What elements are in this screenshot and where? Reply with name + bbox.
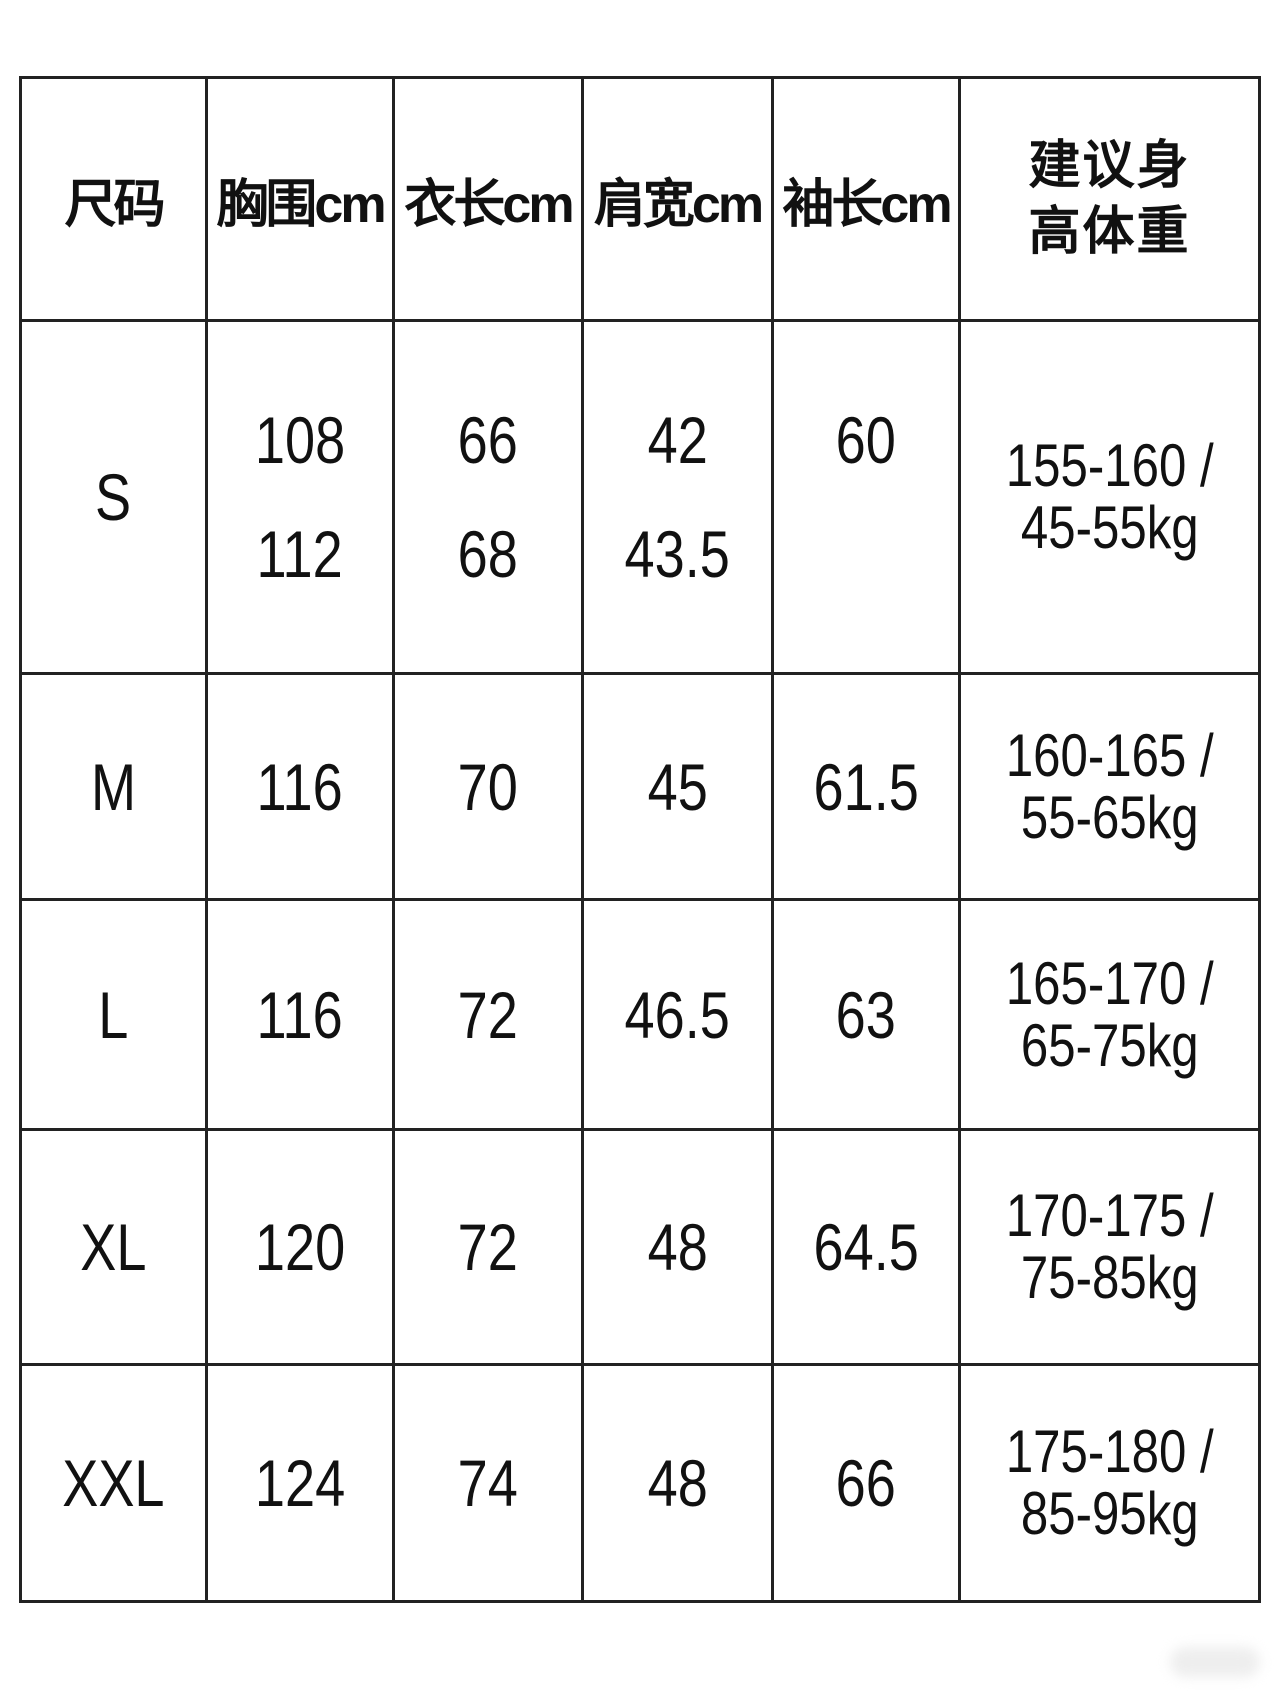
length-cell: 72 — [392, 1128, 584, 1366]
shoulder-cell: 42 43.5 — [581, 319, 774, 675]
size-cell: XXL — [19, 1363, 208, 1603]
size-label: S — [95, 460, 132, 534]
weight-range: 85-95kg — [1020, 1480, 1199, 1547]
chest-cell: 108 112 — [205, 319, 395, 675]
length-value: 72 — [457, 1210, 519, 1284]
height-range: 170-175 / — [1005, 1182, 1214, 1249]
table-row: XXL 124 74 48 66 175-180 /85-95kg — [19, 1363, 1261, 1603]
length-value: 72 — [457, 977, 519, 1052]
sleeve-cell: 66 — [771, 1363, 961, 1603]
height-range: 165-170 / — [1005, 949, 1214, 1017]
header-chest: 胸围cm — [205, 76, 395, 322]
size-label: M — [90, 749, 137, 824]
sleeve-value: 64.5 — [813, 1210, 919, 1284]
length-cell: 66 68 — [392, 319, 584, 675]
length-cell: 72 — [392, 898, 584, 1131]
size-chart-table: 尺码 胸围cm 衣长cm 肩宽cm 袖长cm 建议身 高体重 S 108 112 66… — [19, 76, 1261, 1603]
shoulder-cell: 45 — [581, 672, 774, 901]
weight-range: 55-65kg — [1020, 783, 1199, 851]
size-cell: M — [19, 672, 208, 901]
table-row: XL 120 72 48 64.5 170-175 /75-85kg — [19, 1128, 1261, 1366]
length-value: 68 — [457, 517, 519, 591]
height-range: 160-165 / — [1005, 721, 1214, 789]
sleeve-cell: 60 — [771, 319, 961, 675]
recommend-cell: 160-165 /55-65kg — [958, 672, 1261, 901]
chest-cell: 124 — [205, 1363, 395, 1603]
chest-value: 116 — [256, 749, 344, 824]
header-recommendation-line1: 建议身 — [1028, 137, 1191, 195]
length-value: 70 — [457, 749, 519, 824]
header-size: 尺码 — [19, 76, 208, 322]
weight-range: 65-75kg — [1020, 1011, 1199, 1079]
table-row: L 116 72 46.5 63 165-170 /65-75kg — [19, 898, 1261, 1131]
chest-cell: 120 — [205, 1128, 395, 1366]
sleeve-value: 61.5 — [813, 749, 919, 824]
shoulder-value: 45 — [647, 749, 708, 824]
table-row: S 108 112 66 68 42 43.5 60 155-160 /45-55kg — [19, 319, 1261, 675]
recommend-cell: 165-170 /65-75kg — [958, 898, 1261, 1131]
chest-value: 124 — [254, 1446, 346, 1520]
shoulder-value: 42 — [647, 403, 708, 477]
sleeve-cell: 61.5 — [771, 672, 961, 901]
size-label: XL — [80, 1210, 147, 1284]
length-value: 74 — [457, 1446, 519, 1520]
size-label: L — [98, 977, 129, 1052]
size-cell: L — [19, 898, 208, 1131]
recommend-cell: 175-180 /85-95kg — [958, 1363, 1261, 1603]
chest-value: 112 — [256, 517, 344, 591]
table-row: M 116 70 45 61.5 160-165 /55-65kg — [19, 672, 1261, 901]
chest-value: 120 — [254, 1210, 346, 1284]
shoulder-cell: 46.5 — [581, 898, 774, 1131]
length-value: 66 — [457, 403, 519, 477]
header-sleeve: 袖长cm — [771, 76, 961, 322]
height-range: 175-180 / — [1005, 1418, 1214, 1485]
sleeve-value: 63 — [835, 977, 897, 1052]
recommend-cell: 155-160 /45-55kg — [958, 319, 1261, 675]
chest-value: 116 — [256, 977, 344, 1052]
header-shoulder: 肩宽cm — [581, 76, 774, 322]
shoulder-value: 48 — [647, 1210, 708, 1284]
background-smudge — [1170, 1647, 1260, 1677]
header-row: 尺码 胸围cm 衣长cm 肩宽cm 袖长cm 建议身 高体重 — [19, 76, 1261, 322]
length-cell: 70 — [392, 672, 584, 901]
weight-range: 45-55kg — [1020, 494, 1199, 561]
height-range: 155-160 / — [1005, 432, 1214, 499]
chest-value: 108 — [254, 403, 346, 477]
header-recommendation-line2: 高体重 — [1028, 203, 1191, 261]
chest-cell: 116 — [205, 672, 395, 901]
size-label: XXL — [62, 1446, 165, 1520]
shoulder-value: 46.5 — [624, 977, 731, 1052]
shoulder-value: 48 — [647, 1446, 708, 1520]
size-cell: XL — [19, 1128, 208, 1366]
sleeve-value: 60 — [835, 403, 897, 477]
length-cell: 74 — [392, 1363, 584, 1603]
sleeve-cell: 64.5 — [771, 1128, 961, 1366]
sleeve-value: 66 — [835, 1446, 897, 1520]
weight-range: 75-85kg — [1020, 1244, 1199, 1311]
shoulder-value: 43.5 — [624, 517, 731, 591]
shoulder-cell: 48 — [581, 1363, 774, 1603]
header-length: 衣长cm — [392, 76, 584, 322]
chest-cell: 116 — [205, 898, 395, 1131]
sleeve-cell: 63 — [771, 898, 961, 1131]
size-cell: S — [19, 319, 208, 675]
header-recommendation: 建议身 高体重 — [958, 76, 1261, 322]
recommend-cell: 170-175 /75-85kg — [958, 1128, 1261, 1366]
shoulder-cell: 48 — [581, 1128, 774, 1366]
